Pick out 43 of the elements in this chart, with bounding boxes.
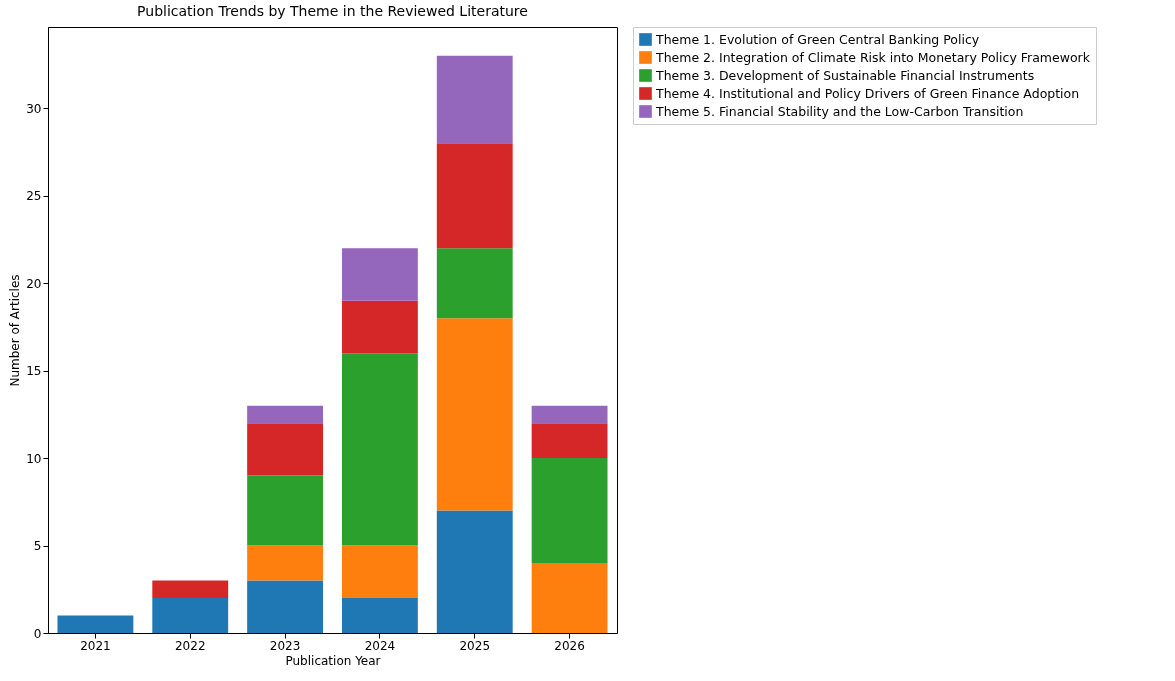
y-tick-label: 15 xyxy=(26,364,42,379)
bar xyxy=(247,580,324,633)
y-axis-title: Number of Articles xyxy=(8,274,23,387)
bar xyxy=(247,475,324,546)
bar xyxy=(247,423,324,476)
bar xyxy=(341,598,418,633)
bar xyxy=(57,615,134,633)
bar xyxy=(152,580,229,599)
y-tick-label: 5 xyxy=(33,539,42,554)
bar xyxy=(531,458,608,564)
x-tick-label: 2023 xyxy=(269,638,301,653)
x-tick-label: 2024 xyxy=(364,638,396,653)
chart-title: Publication Trends by Theme in the Reviewed Literature xyxy=(137,2,528,19)
bar xyxy=(341,545,418,599)
legend-label: Theme 2. Integration of Climate Risk into Monetary Policy Framework xyxy=(655,49,1091,65)
x-tick-label: 2022 xyxy=(174,638,206,653)
bar xyxy=(341,353,418,546)
bar xyxy=(436,248,513,319)
legend-label: Theme 1. Evolution of Green Central Banking Policy xyxy=(655,31,980,47)
legend-label: Theme 5. Financial Stability and the Low-Carbon Transition xyxy=(655,103,1024,119)
y-tick-label: 0 xyxy=(33,626,42,641)
x-tick-label: 2025 xyxy=(459,638,491,653)
bar xyxy=(247,545,324,581)
bar xyxy=(341,248,418,301)
bar xyxy=(436,55,513,144)
legend-label: Theme 3. Development of Sustainable Financial Instruments xyxy=(655,67,1035,83)
bar xyxy=(436,143,513,249)
bar xyxy=(341,300,418,354)
y-tick-label: 30 xyxy=(26,101,42,116)
x-tick-label: 2026 xyxy=(554,638,585,653)
y-tick-label: 25 xyxy=(26,189,42,204)
y-tick-label: 20 xyxy=(26,276,42,291)
y-tick-label: 10 xyxy=(26,451,42,466)
bar xyxy=(531,405,608,424)
bar xyxy=(531,563,608,633)
bar xyxy=(436,318,513,511)
x-tick-label: 2021 xyxy=(80,638,111,653)
bar xyxy=(247,405,324,424)
bar xyxy=(152,598,229,633)
legend-label: Theme 4. Institutional and Policy Drivers of Green Finance Adoption xyxy=(655,85,1080,101)
bar xyxy=(436,510,513,633)
x-axis-title: Publication Year xyxy=(285,653,381,668)
bar xyxy=(531,423,608,459)
